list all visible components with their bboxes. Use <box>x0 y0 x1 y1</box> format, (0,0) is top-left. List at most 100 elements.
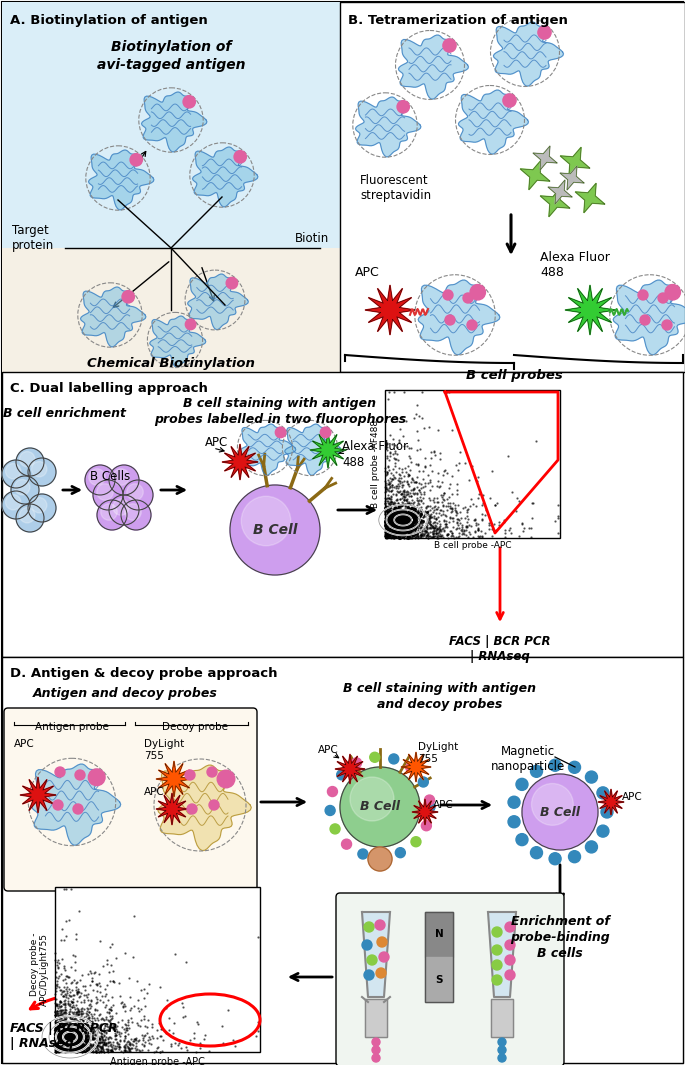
Point <box>392 504 403 521</box>
Point <box>60 1017 71 1034</box>
Point <box>402 508 413 525</box>
Point <box>49 1026 60 1043</box>
Point <box>395 513 406 530</box>
Point <box>81 1044 92 1061</box>
Point <box>67 1027 78 1044</box>
Point <box>382 497 393 514</box>
Point <box>62 1037 73 1054</box>
Point <box>384 526 395 543</box>
Point <box>56 1028 67 1045</box>
Point <box>107 935 118 952</box>
Point <box>385 518 396 535</box>
Point <box>383 452 394 469</box>
Point <box>151 1043 162 1060</box>
Point <box>382 528 393 545</box>
Point <box>61 1001 72 1018</box>
Point <box>388 529 399 546</box>
Circle shape <box>340 767 420 847</box>
Point <box>396 523 407 540</box>
Point <box>105 1043 116 1060</box>
Circle shape <box>113 469 129 486</box>
Point <box>57 1037 68 1054</box>
Point <box>60 1027 71 1044</box>
Point <box>66 1032 77 1049</box>
Point <box>103 1041 114 1058</box>
Point <box>80 1019 91 1036</box>
Point <box>390 486 401 503</box>
Point <box>394 523 405 540</box>
Point <box>388 527 399 544</box>
Point <box>73 1037 84 1054</box>
Point <box>123 1033 134 1050</box>
Point <box>425 443 436 460</box>
Point <box>60 1035 71 1052</box>
Point <box>73 1035 84 1052</box>
Point <box>394 514 405 531</box>
Point <box>63 1025 74 1042</box>
Point <box>384 526 395 543</box>
Point <box>384 527 395 544</box>
Point <box>388 505 399 522</box>
Point <box>458 525 469 542</box>
Point <box>397 506 408 523</box>
Point <box>406 501 416 518</box>
Point <box>401 486 412 503</box>
Point <box>440 462 451 479</box>
Point <box>57 1022 68 1039</box>
Point <box>392 503 403 520</box>
Point <box>386 479 397 496</box>
Point <box>395 485 406 502</box>
Point <box>101 952 112 969</box>
Point <box>397 521 408 538</box>
Point <box>93 1030 104 1047</box>
Point <box>421 519 432 536</box>
Point <box>407 505 418 522</box>
Point <box>408 521 419 538</box>
Point <box>394 484 405 501</box>
Point <box>79 1028 90 1045</box>
Point <box>408 494 419 511</box>
Point <box>397 510 408 527</box>
Point <box>75 1025 86 1042</box>
Point <box>107 1043 118 1060</box>
Point <box>432 494 443 511</box>
Point <box>399 517 410 534</box>
Point <box>396 469 407 486</box>
Point <box>384 526 395 543</box>
Point <box>102 1011 113 1028</box>
Point <box>56 1001 67 1018</box>
Point <box>51 1041 62 1058</box>
Point <box>60 1035 71 1052</box>
Point <box>71 1006 82 1023</box>
Point <box>382 525 393 542</box>
Point <box>51 1005 62 1022</box>
Point <box>68 1028 79 1045</box>
Point <box>479 507 490 524</box>
Point <box>398 523 409 540</box>
Point <box>71 1034 82 1051</box>
Point <box>61 1019 72 1036</box>
Point <box>389 504 400 521</box>
Point <box>78 1042 89 1059</box>
Point <box>382 507 393 524</box>
Point <box>67 1031 78 1048</box>
Point <box>67 1027 78 1044</box>
Point <box>60 1031 71 1048</box>
Point <box>69 1033 80 1050</box>
Point <box>410 528 421 545</box>
Point <box>62 1033 73 1050</box>
Point <box>121 1033 132 1050</box>
Point <box>74 1034 85 1051</box>
Point <box>415 514 426 531</box>
Point <box>62 1031 73 1048</box>
Point <box>56 1039 67 1056</box>
Point <box>390 511 401 528</box>
Point <box>397 522 408 539</box>
Point <box>396 521 407 538</box>
Point <box>506 524 517 541</box>
Point <box>49 1019 60 1036</box>
Point <box>388 460 399 477</box>
Point <box>416 503 427 520</box>
Point <box>70 1025 81 1042</box>
Point <box>390 524 401 541</box>
